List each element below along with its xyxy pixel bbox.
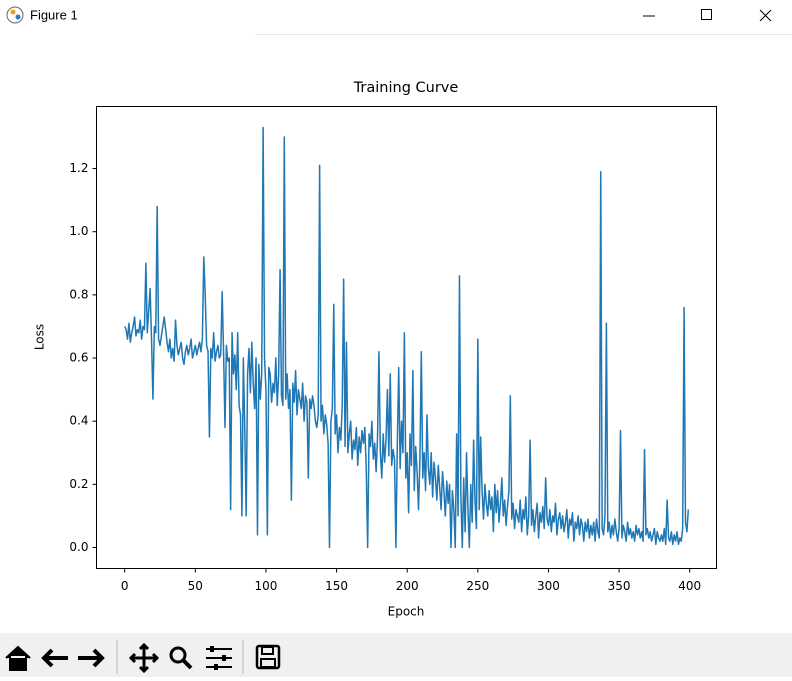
x-tick-label: 100 bbox=[254, 579, 277, 593]
y-tick-label: 1.0 bbox=[69, 224, 88, 238]
y-tick-label: 0.4 bbox=[69, 414, 88, 428]
x-tick-label: 200 bbox=[396, 579, 419, 593]
plot-area bbox=[96, 106, 717, 569]
y-tick-label: 0.0 bbox=[69, 540, 88, 554]
x-tick-label: 350 bbox=[608, 579, 631, 593]
forward-button[interactable] bbox=[78, 648, 105, 668]
configure-button[interactable] bbox=[206, 646, 232, 670]
loss-line bbox=[123, 126, 690, 549]
maximize-button[interactable] bbox=[701, 9, 712, 20]
window-title: Figure 1 bbox=[30, 7, 78, 22]
close-button[interactable] bbox=[759, 9, 772, 22]
chart-title: Training Curve bbox=[353, 80, 459, 96]
x-tick-label: 0 bbox=[121, 579, 129, 593]
y-tick-label: 0.8 bbox=[69, 287, 88, 301]
toolbar bbox=[0, 633, 792, 677]
home-button[interactable] bbox=[5, 645, 31, 671]
x-tick-label: 50 bbox=[188, 579, 203, 593]
x-tick-label: 250 bbox=[466, 579, 489, 593]
x-tick-label: 150 bbox=[325, 579, 348, 593]
app-icon bbox=[6, 6, 24, 24]
zoom-button[interactable] bbox=[169, 646, 193, 670]
back-button[interactable] bbox=[41, 648, 68, 668]
y-axis-label: Loss bbox=[33, 324, 47, 350]
y-tick-label: 1.2 bbox=[69, 161, 88, 175]
x-tick-label: 400 bbox=[678, 579, 701, 593]
app-icon-dot bbox=[10, 9, 16, 15]
y-tick-label: 0.6 bbox=[69, 351, 88, 365]
app-icon-dot bbox=[15, 14, 21, 20]
x-tick-label: 300 bbox=[537, 579, 560, 593]
y-tick-label: 0.2 bbox=[69, 477, 88, 491]
pan-button[interactable] bbox=[128, 642, 160, 674]
x-axis-label: Epoch bbox=[388, 605, 425, 619]
save-button[interactable] bbox=[255, 644, 281, 670]
